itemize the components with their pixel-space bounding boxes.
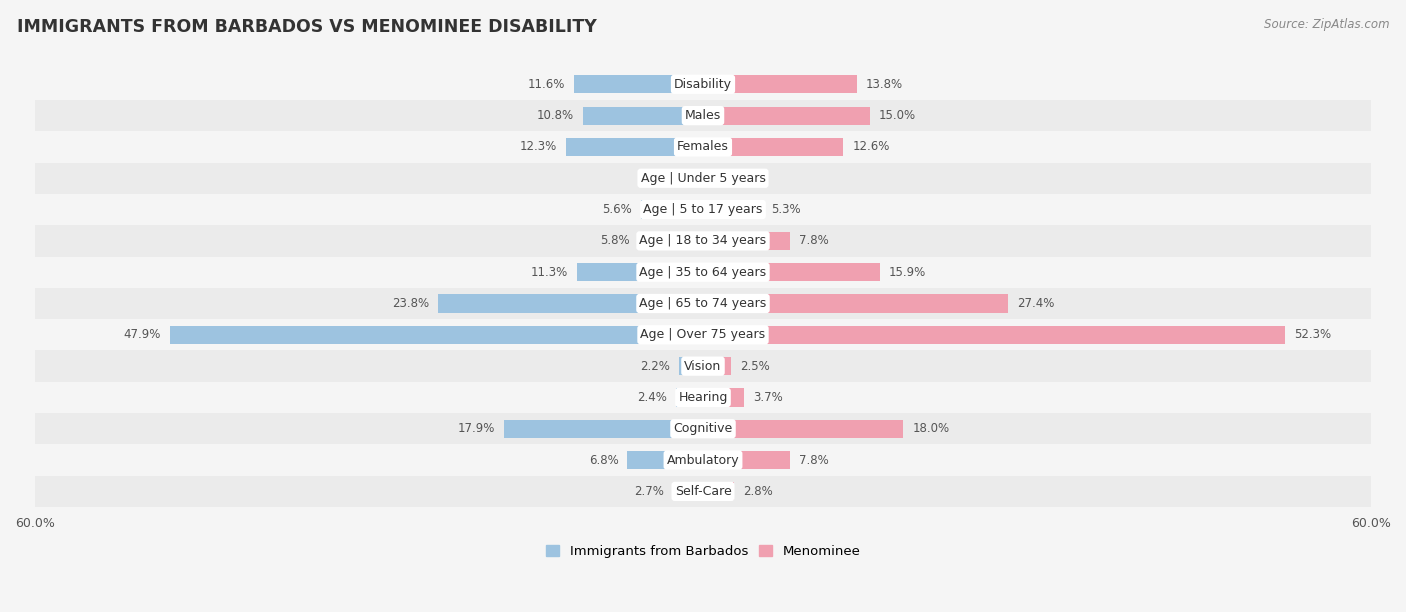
Text: 5.3%: 5.3% bbox=[770, 203, 800, 216]
Text: 10.8%: 10.8% bbox=[537, 109, 574, 122]
Bar bbox=[703, 482, 734, 501]
Bar bbox=[574, 75, 703, 94]
Text: 2.7%: 2.7% bbox=[634, 485, 664, 498]
Text: Age | 18 to 34 years: Age | 18 to 34 years bbox=[640, 234, 766, 247]
Bar bbox=[35, 444, 1371, 476]
Bar bbox=[170, 326, 703, 344]
Bar bbox=[703, 232, 790, 250]
Bar bbox=[35, 69, 1371, 100]
Text: 11.6%: 11.6% bbox=[527, 78, 565, 91]
Text: Age | 35 to 64 years: Age | 35 to 64 years bbox=[640, 266, 766, 278]
Text: 0.97%: 0.97% bbox=[645, 172, 683, 185]
Bar bbox=[641, 201, 703, 218]
Bar bbox=[35, 476, 1371, 507]
Text: 2.5%: 2.5% bbox=[740, 360, 769, 373]
Bar bbox=[703, 326, 1285, 344]
Bar bbox=[35, 351, 1371, 382]
Bar bbox=[703, 357, 731, 375]
Text: 23.8%: 23.8% bbox=[392, 297, 429, 310]
Bar bbox=[35, 413, 1371, 444]
Text: 52.3%: 52.3% bbox=[1295, 328, 1331, 341]
Bar bbox=[35, 319, 1371, 351]
Bar bbox=[439, 294, 703, 313]
Bar bbox=[35, 288, 1371, 319]
Text: 7.8%: 7.8% bbox=[799, 453, 828, 466]
Text: 2.8%: 2.8% bbox=[744, 485, 773, 498]
Text: 18.0%: 18.0% bbox=[912, 422, 949, 435]
Legend: Immigrants from Barbados, Menominee: Immigrants from Barbados, Menominee bbox=[540, 540, 866, 564]
Bar bbox=[676, 389, 703, 406]
Bar bbox=[35, 163, 1371, 194]
Text: Vision: Vision bbox=[685, 360, 721, 373]
Text: 7.8%: 7.8% bbox=[799, 234, 828, 247]
Bar bbox=[703, 138, 844, 156]
Text: Disability: Disability bbox=[673, 78, 733, 91]
Bar bbox=[35, 382, 1371, 413]
Text: 17.9%: 17.9% bbox=[457, 422, 495, 435]
Text: 11.3%: 11.3% bbox=[531, 266, 568, 278]
Bar bbox=[703, 106, 870, 125]
Text: Self-Care: Self-Care bbox=[675, 485, 731, 498]
Text: Source: ZipAtlas.com: Source: ZipAtlas.com bbox=[1264, 18, 1389, 31]
Bar bbox=[692, 169, 703, 187]
Bar bbox=[35, 132, 1371, 163]
Bar bbox=[582, 106, 703, 125]
Text: 12.6%: 12.6% bbox=[852, 140, 890, 154]
Bar bbox=[703, 169, 728, 187]
Text: 13.8%: 13.8% bbox=[866, 78, 903, 91]
Bar bbox=[567, 138, 703, 156]
Bar bbox=[627, 451, 703, 469]
Text: Age | 65 to 74 years: Age | 65 to 74 years bbox=[640, 297, 766, 310]
Bar bbox=[703, 294, 1008, 313]
Text: 47.9%: 47.9% bbox=[124, 328, 160, 341]
Text: 15.9%: 15.9% bbox=[889, 266, 927, 278]
Text: Males: Males bbox=[685, 109, 721, 122]
Text: Age | 5 to 17 years: Age | 5 to 17 years bbox=[644, 203, 762, 216]
Text: 5.8%: 5.8% bbox=[600, 234, 630, 247]
Text: 6.8%: 6.8% bbox=[589, 453, 619, 466]
Bar bbox=[35, 225, 1371, 256]
Bar bbox=[578, 263, 703, 282]
Text: 2.2%: 2.2% bbox=[640, 360, 669, 373]
Bar bbox=[703, 389, 744, 406]
Bar bbox=[35, 256, 1371, 288]
Bar bbox=[703, 451, 790, 469]
Text: 15.0%: 15.0% bbox=[879, 109, 917, 122]
Bar bbox=[679, 357, 703, 375]
Text: 27.4%: 27.4% bbox=[1017, 297, 1054, 310]
Text: Cognitive: Cognitive bbox=[673, 422, 733, 435]
Text: Age | Under 5 years: Age | Under 5 years bbox=[641, 172, 765, 185]
Bar bbox=[703, 420, 904, 438]
Bar bbox=[638, 232, 703, 250]
Text: Hearing: Hearing bbox=[678, 391, 728, 404]
Text: 2.4%: 2.4% bbox=[637, 391, 668, 404]
Text: 12.3%: 12.3% bbox=[520, 140, 557, 154]
Bar bbox=[703, 201, 762, 218]
Bar bbox=[503, 420, 703, 438]
Text: 2.3%: 2.3% bbox=[738, 172, 768, 185]
Bar bbox=[35, 194, 1371, 225]
Text: Ambulatory: Ambulatory bbox=[666, 453, 740, 466]
Text: IMMIGRANTS FROM BARBADOS VS MENOMINEE DISABILITY: IMMIGRANTS FROM BARBADOS VS MENOMINEE DI… bbox=[17, 18, 596, 36]
Bar bbox=[703, 75, 856, 94]
Bar bbox=[673, 482, 703, 501]
Text: Females: Females bbox=[678, 140, 728, 154]
Bar bbox=[703, 263, 880, 282]
Text: 3.7%: 3.7% bbox=[754, 391, 783, 404]
Bar bbox=[35, 100, 1371, 132]
Text: 5.6%: 5.6% bbox=[602, 203, 631, 216]
Text: Age | Over 75 years: Age | Over 75 years bbox=[641, 328, 765, 341]
